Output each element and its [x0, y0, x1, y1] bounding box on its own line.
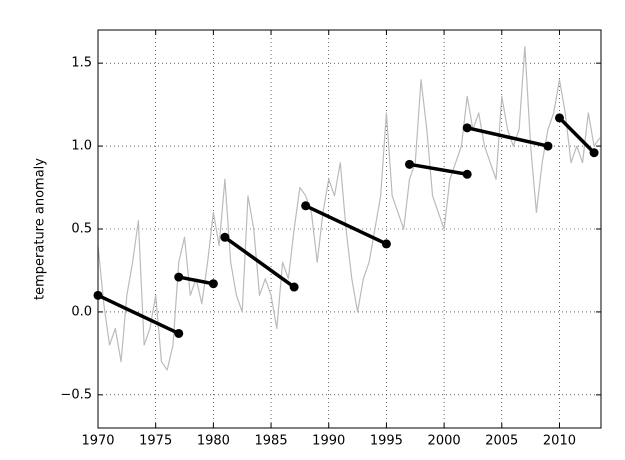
point: [381, 239, 391, 249]
point: [554, 113, 564, 123]
y-tick-label: 1.5: [71, 56, 92, 71]
trend-line: [558, 116, 596, 154]
y-axis-label: temperature anomaly: [33, 158, 48, 300]
point: [174, 328, 184, 338]
x-tick-label: 1970: [81, 434, 114, 449]
y-tick-label: 1.0: [71, 139, 92, 154]
x-tick-label: 1995: [370, 434, 403, 449]
trend-line: [466, 126, 549, 148]
data-line: [97, 45, 601, 371]
trend-line: [409, 162, 468, 176]
x-tick-label: 1990: [312, 434, 345, 449]
point: [462, 169, 472, 179]
y-tick-label: 0.0: [71, 304, 92, 319]
trend-line: [97, 293, 180, 336]
point: [301, 201, 311, 211]
point: [208, 279, 218, 289]
trend-line: [304, 204, 388, 246]
y-tick-label: −0.5: [60, 387, 92, 402]
trend-line: [178, 275, 214, 286]
x-tick-label: 2005: [485, 434, 518, 449]
y-tick-label: 0.5: [71, 222, 92, 237]
x-tick-label: 1985: [255, 434, 288, 449]
point: [404, 159, 414, 169]
point: [543, 141, 553, 151]
trend-line: [223, 235, 296, 289]
plot-frame: [97, 29, 602, 429]
point: [462, 123, 472, 133]
point: [174, 272, 184, 282]
point: [589, 148, 599, 158]
x-tick-label: 2010: [543, 434, 576, 449]
x-tick-label: 2000: [428, 434, 461, 449]
x-tick-label: 1980: [197, 434, 230, 449]
point: [289, 282, 299, 292]
point: [220, 232, 230, 242]
x-tick-label: 1975: [139, 434, 172, 449]
